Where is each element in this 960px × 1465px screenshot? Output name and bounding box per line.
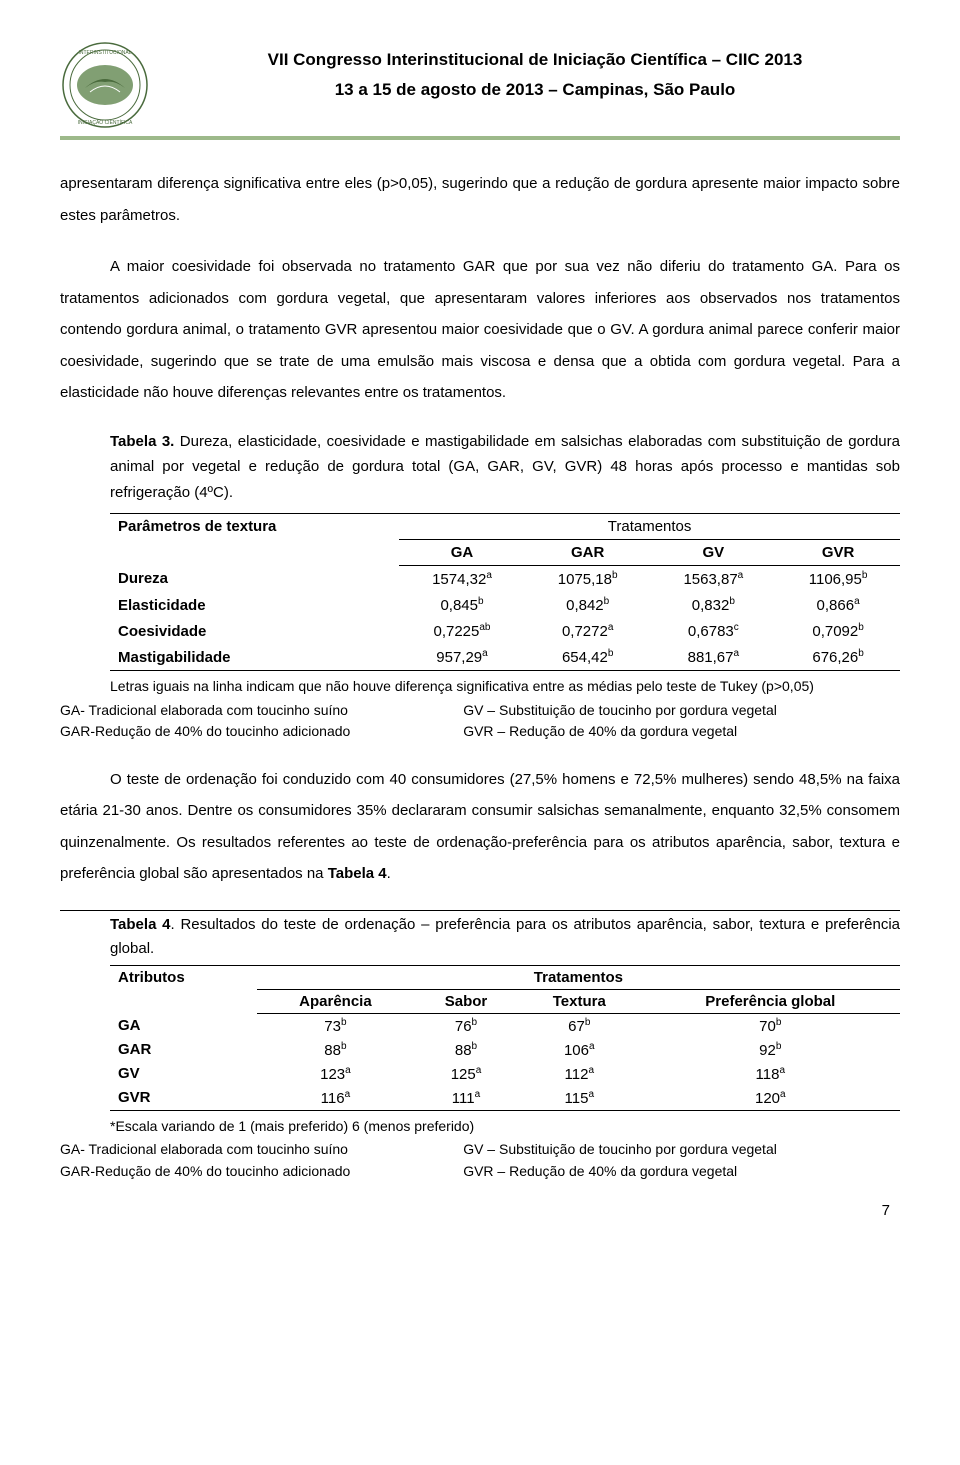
legend-row-1: GA- Tradicional elaborada com toucinho s… (60, 701, 900, 721)
table4-caption: Tabela 4. Resultados do teste de ordenaç… (60, 910, 900, 961)
legend-row-4: GAR-Redução de 40% do toucinho adicionad… (60, 1162, 900, 1182)
paragraph-3: O teste de ordenação foi conduzido com 4… (60, 764, 900, 890)
table4-label: Tabela 4 (110, 916, 171, 933)
table-3: Parâmetros de textura Tratamentos GA GAR… (110, 513, 900, 671)
page-header: INTERINSTITUCIONAL INICIAÇÃO CIENTÍFICA … (60, 40, 900, 130)
t3-col-0: GA (399, 540, 525, 566)
t4-attr-header: Atributos (110, 965, 257, 1013)
table-row: GV 123a 125a 112a 118a (110, 1062, 900, 1086)
t4-col-2: Textura (518, 989, 641, 1013)
legend-gar: GAR-Redução de 40% do toucinho adicionad… (60, 722, 463, 742)
legend-ga: GA- Tradicional elaborada com toucinho s… (60, 701, 463, 721)
table-row: GAR 88b 88b 106a 92b (110, 1038, 900, 1062)
table-4: Atributos Tratamentos Aparência Sabor Te… (110, 965, 900, 1111)
legend-row-3: GA- Tradicional elaborada com toucinho s… (60, 1140, 900, 1160)
legend-row-2: GAR-Redução de 40% do toucinho adicionad… (60, 722, 900, 742)
legend-gar-2: GAR-Redução de 40% do toucinho adicionad… (60, 1162, 463, 1182)
table-row: Mastigabilidade 957,29a 654,42b 881,67a … (110, 644, 900, 671)
header-divider (60, 136, 900, 140)
paragraph-2: A maior coesividade foi observada no tra… (60, 251, 900, 409)
t4-col-0: Aparência (257, 989, 414, 1013)
table-row: GVR 116a 111a 115a 120a (110, 1086, 900, 1111)
table3-footnote: Letras iguais na linha indicam que não h… (60, 677, 900, 697)
legend-gvr-2: GVR – Redução de 40% da gordura vegetal (463, 1162, 900, 1182)
paragraph-1: apresentaram diferença significativa ent… (60, 168, 900, 231)
table4-footnote: *Escala variando de 1 (mais preferido) 6… (60, 1117, 900, 1137)
table-row: Dureza 1574,32a 1075,18b 1563,87a 1106,9… (110, 566, 900, 593)
table4-caption-text: . Resultados do teste de ordenação – pre… (110, 916, 900, 957)
t4-col-3: Preferência global (641, 989, 900, 1013)
legend-gv-2: GV – Substituição de toucinho por gordur… (463, 1140, 900, 1160)
table-row: Elasticidade 0,845b 0,842b 0,832b 0,866a (110, 592, 900, 618)
table3-caption: Tabela 3. Dureza, elasticidade, coesivid… (60, 429, 900, 506)
t3-trat-header: Tratamentos (399, 514, 900, 540)
legend-gvr: GVR – Redução de 40% da gordura vegetal (463, 722, 900, 742)
t3-param-header: Parâmetros de textura (110, 514, 399, 566)
t4-col-1: Sabor (414, 989, 518, 1013)
t3-col-1: GAR (525, 540, 651, 566)
conference-logo: INTERINSTITUCIONAL INICIAÇÃO CIENTÍFICA (60, 40, 150, 130)
table3-caption-text: Dureza, elasticidade, coesividade e mast… (110, 433, 900, 501)
page-number: 7 (60, 1202, 900, 1219)
t4-trat-header: Tratamentos (257, 965, 900, 989)
legend-gv: GV – Substituição de toucinho por gordur… (463, 701, 900, 721)
table3-label: Tabela 3. (110, 433, 174, 450)
svg-text:INICIAÇÃO CIENTÍFICA: INICIAÇÃO CIENTÍFICA (78, 119, 133, 126)
t3-col-2: GV (651, 540, 777, 566)
table-row: GA 73b 76b 67b 70b (110, 1013, 900, 1038)
svg-text:INTERINSTITUCIONAL: INTERINSTITUCIONAL (78, 50, 131, 56)
header-subtitle: 13 a 15 de agosto de 2013 – Campinas, Sã… (170, 80, 900, 100)
legend-ga-2: GA- Tradicional elaborada com toucinho s… (60, 1140, 463, 1160)
table-row: Coesividade 0,7225ab 0,7272a 0,6783c 0,7… (110, 618, 900, 644)
header-title: VII Congresso Interinstitucional de Inic… (170, 50, 900, 70)
t3-col-3: GVR (776, 540, 900, 566)
